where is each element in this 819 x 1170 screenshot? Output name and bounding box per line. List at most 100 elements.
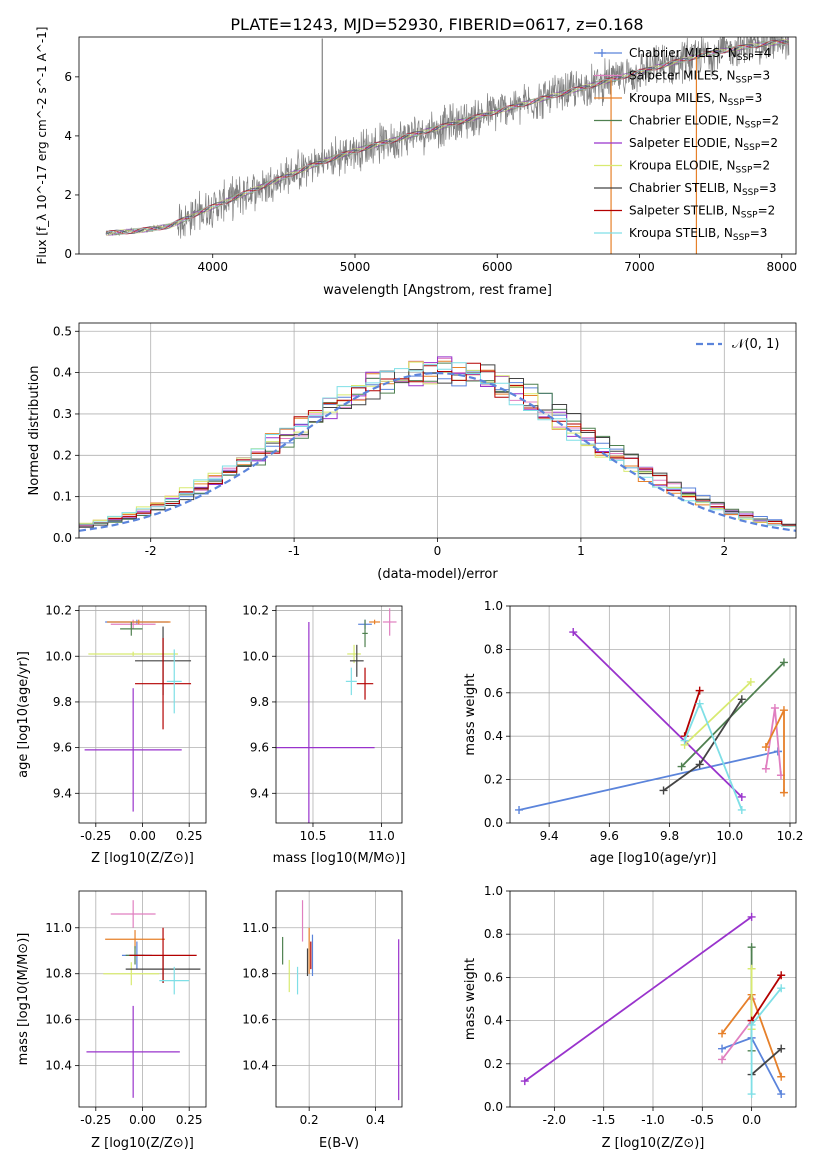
y-tick-label: 10.6 bbox=[45, 1013, 72, 1027]
mass-weight-vs-metallicity-frame bbox=[509, 890, 797, 1108]
x-tick-label: 5000 bbox=[340, 260, 371, 274]
x-tick-label: 0.2 bbox=[300, 1113, 319, 1127]
y-tick-label: 10.2 bbox=[242, 604, 269, 618]
legend-label: Chabrier STELIB, NSSP=3 bbox=[629, 181, 777, 198]
legend-n-value: 2 bbox=[768, 204, 776, 218]
legend-subscript: SSP bbox=[745, 121, 762, 131]
model-spectrum-chabrier-stelib bbox=[105, 39, 790, 235]
spectrum-axes: 4000 5000 6000 7000 8000 0 2 4 6 bbox=[64, 70, 797, 274]
legend-n-prefix: , N bbox=[728, 114, 745, 128]
legend-n-value: 2 bbox=[770, 136, 778, 150]
y-tick-label: 0.1 bbox=[53, 490, 72, 504]
y-tick-label: 10.0 bbox=[45, 649, 72, 663]
mass-weight-line-salpeter-stelib bbox=[683, 690, 701, 737]
x-tick-label: 9.4 bbox=[540, 829, 559, 843]
y-tick-label: 4 bbox=[64, 129, 72, 143]
x-axis-label: Z [log10(Z/Z⊙)] bbox=[91, 1136, 194, 1151]
y-tick-label: 10.8 bbox=[242, 967, 269, 981]
legend-n-prefix: , N bbox=[725, 181, 742, 195]
legend-subscript: SSP bbox=[743, 143, 760, 153]
mass-weight-marker-salpeter-elodie bbox=[747, 912, 756, 921]
mass-weight-vs-age-lines bbox=[515, 628, 788, 814]
mass-weight-vs-age-frame bbox=[509, 605, 797, 824]
y-tick-label: 0.4 bbox=[484, 729, 503, 743]
mass-weight-marker-kroupa-stelib bbox=[747, 1090, 756, 1099]
mass-weight-marker-kroupa-elodie bbox=[747, 964, 756, 973]
x-tick-label: -1.5 bbox=[592, 1113, 615, 1127]
legend-series-name: Kroupa MILES bbox=[629, 91, 711, 105]
age-vs-metallicity-frame bbox=[78, 605, 207, 824]
mass-weight-marker-chabrier-miles bbox=[515, 805, 524, 814]
x-tick-label: 11.0 bbox=[368, 829, 395, 843]
legend-subscript: SSP bbox=[736, 166, 753, 176]
y-tick-label: 9.4 bbox=[53, 786, 72, 800]
y-tick-label: 0.0 bbox=[484, 816, 503, 830]
y-tick-label: 1.0 bbox=[484, 599, 503, 613]
mass-weight-line-kroupa-elodie bbox=[683, 681, 752, 746]
y-tick-label: 10.2 bbox=[45, 604, 72, 618]
x-tick-label: 0.00 bbox=[129, 1113, 156, 1127]
x-axis-label: mass [log10(M/M⊙)] bbox=[273, 851, 406, 866]
residual-histogram-frame bbox=[78, 322, 797, 539]
gaussian-curve bbox=[79, 371, 796, 532]
legend-subscript: SSP bbox=[728, 98, 745, 108]
legend-label: Chabrier MILES, NSSP=4 bbox=[629, 46, 771, 63]
y-tick-label: 0.4 bbox=[484, 1014, 503, 1028]
legend-subscript: SSP bbox=[737, 53, 754, 63]
y-axis-label: age [log10(age/yr)] bbox=[16, 651, 31, 778]
x-tick-label: 8000 bbox=[767, 260, 798, 274]
mass-weight-marker-kroupa-stelib bbox=[737, 805, 746, 814]
mass-weight-marker-salpeter-elodie bbox=[520, 1077, 529, 1086]
y-tick-label: 10.6 bbox=[242, 1013, 269, 1027]
legend-label: Kroupa MILES, NSSP=3 bbox=[629, 91, 762, 108]
legend-subscript: SSP bbox=[742, 188, 759, 198]
y-axis-label: Normed distribution bbox=[27, 366, 42, 496]
mass-weight-marker-chabrier-stelib bbox=[659, 786, 668, 795]
x-tick-label: 10.0 bbox=[716, 829, 743, 843]
legend-n-value: 2 bbox=[772, 114, 780, 128]
mass-weight-marker-kroupa-miles bbox=[777, 1072, 786, 1081]
x-tick-label: 0.4 bbox=[366, 1113, 385, 1127]
x-tick-label: 10.2 bbox=[777, 829, 804, 843]
legend-series-name: Chabrier MILES bbox=[629, 46, 720, 60]
mass-weight-marker-kroupa-elodie bbox=[746, 677, 755, 686]
x-tick-label: -1 bbox=[288, 544, 300, 558]
legend-n-value: 3 bbox=[762, 69, 770, 83]
legend-n-eq: = bbox=[752, 159, 762, 173]
age-vs-metallicity-points bbox=[84, 619, 192, 812]
histogram-chabrier-stelib bbox=[79, 364, 796, 528]
legend-label: 𝒩(0, 1) bbox=[732, 337, 779, 352]
mass-weight-marker-salpeter-elodie bbox=[569, 628, 578, 637]
legend-n-prefix: , N bbox=[727, 136, 744, 150]
y-tick-label: 0.3 bbox=[53, 407, 72, 421]
mass-weight-line-salpeter-elodie bbox=[524, 916, 753, 1082]
y-axis-label: Flux [f_λ 10^-17 erg cm^-2 s^-1 A^-1] bbox=[35, 27, 49, 265]
x-tick-label: 6000 bbox=[482, 260, 513, 274]
model-spectrum-salpeter-stelib bbox=[105, 40, 789, 235]
mass-vs-metallicity-points bbox=[86, 900, 201, 1098]
mass-weight-marker-kroupa-miles bbox=[718, 1029, 727, 1038]
x-tick-label: 9.8 bbox=[660, 829, 679, 843]
legend-n-eq: = bbox=[754, 46, 764, 60]
legend-n-eq: = bbox=[761, 114, 771, 128]
y-tick-label: 9.6 bbox=[53, 741, 72, 755]
x-tick-label: -1.0 bbox=[641, 1113, 664, 1127]
mass-weight-marker-kroupa-miles bbox=[779, 788, 788, 797]
x-tick-label: 9.6 bbox=[600, 829, 619, 843]
legend-n-value: 2 bbox=[762, 159, 770, 173]
mass-weight-line-salpeter-stelib bbox=[750, 974, 782, 1022]
y-tick-label: 10.0 bbox=[242, 649, 269, 663]
legend-label: Chabrier ELODIE, NSSP=2 bbox=[629, 114, 779, 131]
y-tick-label: 9.8 bbox=[250, 695, 269, 709]
y-tick-label: 0.8 bbox=[484, 927, 503, 941]
legend-label: Salpeter ELODIE, NSSP=2 bbox=[629, 136, 778, 153]
x-tick-label: 0.25 bbox=[176, 829, 203, 843]
legend-n-value: 3 bbox=[760, 226, 768, 240]
mass-weight-marker-chabrier-elodie bbox=[747, 943, 756, 952]
x-tick-label: -0.25 bbox=[80, 1113, 111, 1127]
x-tick-label: 0.00 bbox=[129, 829, 156, 843]
age-vs-mass-points bbox=[276, 608, 397, 823]
mass-weight-line-salpeter-elodie bbox=[572, 631, 743, 798]
mass-weight-marker-kroupa-stelib bbox=[680, 736, 689, 745]
